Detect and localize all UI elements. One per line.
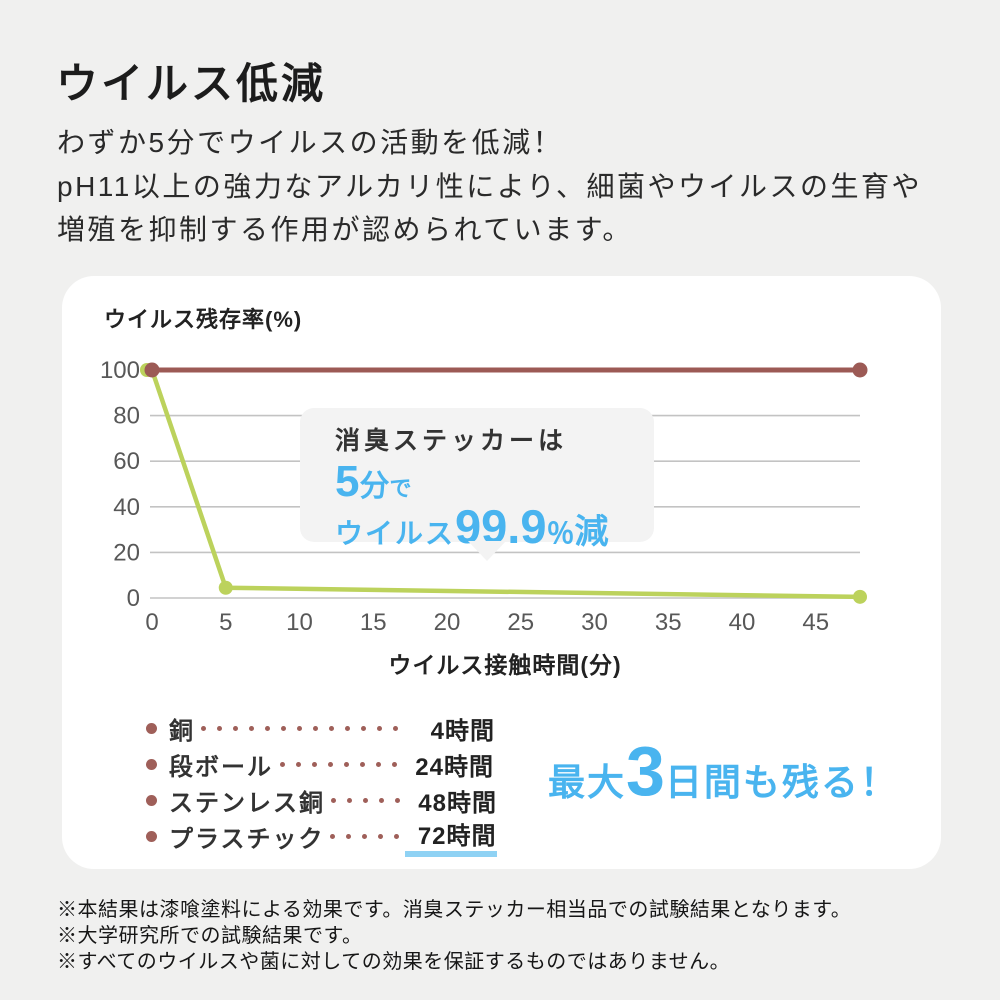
callout-reduction-word: 減 [574, 513, 609, 551]
svg-text:60: 60 [113, 448, 140, 475]
svg-text:20: 20 [434, 609, 461, 636]
legend-row: ステンレス銅 48時間 [146, 782, 497, 818]
intro-line: 増殖を抑制する作用が認められています。 [57, 214, 633, 245]
svg-text:40: 40 [729, 609, 756, 636]
intro-line: pH11以上の強力なアルカリ性により、細菌やウイルスの生育や [57, 170, 923, 202]
legend-material-label: 銅 [169, 717, 195, 745]
x-axis-label: ウイルス接触時間(分) [388, 652, 622, 678]
max-note-suffix: 日間も残る！ [664, 762, 899, 803]
svg-text:0: 0 [145, 609, 158, 636]
svg-text:100: 100 [100, 357, 140, 384]
callout-minutes-unit: 分 [359, 470, 390, 503]
svg-text:35: 35 [655, 609, 682, 636]
legend-bullet-icon [146, 758, 157, 770]
legend-duration-value: 48時間 [418, 789, 497, 817]
page-title: ウイルス低減 [56, 60, 327, 107]
footnote-line: ※本結果は漆喰塗料による効果です。消臭ステッカー相当品での試験結果となります。 [57, 899, 852, 921]
legend-leader-dots [273, 761, 402, 767]
footnote-line: ※すべてのウイルスや菌に対しての効果を保証するものではありません。 [57, 951, 731, 973]
legend-leader-dots [325, 797, 405, 803]
max-duration-note: 最大 3 日間も残る！ [548, 736, 899, 806]
material-duration-legend: 銅 4時間段ボール 24時間ステンレス銅 48時間プラスチック 72時間 [146, 710, 497, 857]
callout-minutes-particle: で [389, 476, 412, 501]
footnotes: ※本結果は漆喰塗料による効果です。消臭ステッカー相当品での試験結果となります。 … [57, 897, 851, 975]
svg-text:30: 30 [581, 609, 608, 636]
max-note-prefix: 最大 [548, 762, 626, 803]
legend-row: 銅 4時間 [146, 710, 494, 746]
svg-text:80: 80 [113, 403, 140, 430]
svg-text:15: 15 [360, 609, 387, 636]
intro-line: わずか5分でウイルスの活動を低減！ [57, 127, 564, 158]
callout-heading: 消臭ステッカーは [335, 427, 568, 455]
legend-bullet-icon [146, 722, 157, 734]
svg-text:0: 0 [127, 585, 140, 612]
legend-material-label: プラスチック [169, 825, 325, 853]
legend-material-label: 段ボール [169, 753, 273, 781]
svg-text:10: 10 [286, 609, 313, 636]
svg-text:45: 45 [802, 609, 829, 636]
legend-bullet-icon [146, 794, 157, 806]
legend-duration-value: 4時間 [430, 717, 495, 745]
max-note-days-value: 3 [626, 732, 665, 810]
legend-duration-value: 24時間 [415, 753, 494, 781]
svg-text:20: 20 [113, 539, 140, 566]
callout-bubble: 消臭ステッカーは 5 分 で ウイルス 99.9 ％ 減 [300, 408, 654, 561]
chart-card: ウイルス残存率(%) 100 80 60 40 20 0 0 5 10 15 20 25 30 35 40 4… [62, 276, 941, 869]
svg-text:25: 25 [507, 609, 534, 636]
callout-percent-sign: ％ [546, 518, 575, 549]
legend-row: 段ボール 24時間 [146, 746, 494, 782]
callout-tail-pointer [468, 541, 506, 561]
legend-leader-dots [325, 833, 405, 839]
y-axis-label: ウイルス残存率(%) [104, 307, 303, 332]
callout-minutes-value: 5 [335, 457, 360, 506]
legend-bullet-icon [146, 830, 157, 842]
svg-text:40: 40 [113, 494, 140, 521]
legend-leader-dots [195, 725, 403, 731]
legend-duration-value: 72時間 [404, 816, 497, 857]
legend-material-label: ステンレス銅 [169, 789, 325, 817]
legend-row: プラスチック 72時間 [146, 816, 497, 857]
svg-text:5: 5 [219, 609, 232, 636]
intro-paragraph: わずか5分でウイルスの活動を低減！ pH11以上の強力なアルカリ性により、細菌や… [57, 121, 922, 252]
callout-virus-word: ウイルス [335, 518, 456, 549]
footnote-line: ※大学研究所での試験結果です。 [57, 925, 363, 947]
callout-minutes-line: 5 分 で [335, 460, 654, 505]
